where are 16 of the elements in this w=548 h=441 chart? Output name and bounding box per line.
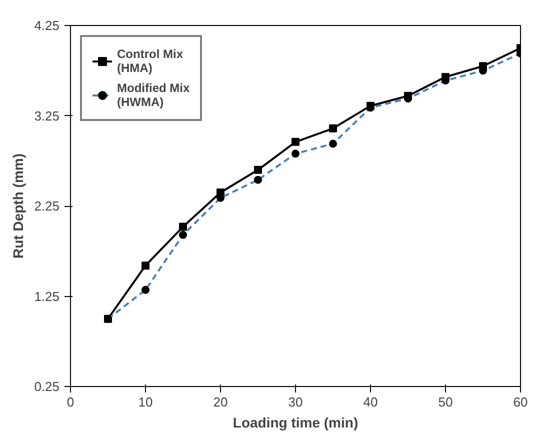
y-tick-label: 1.25 — [34, 288, 60, 304]
y-tick-label: 3.25 — [34, 108, 60, 124]
x-tick-label: 0 — [66, 394, 74, 410]
x-tick-label: 60 — [513, 394, 528, 410]
x-tick-label: 50 — [438, 394, 453, 410]
y-tick-label: 2.25 — [34, 198, 60, 214]
x-tick-label: 20 — [213, 394, 228, 410]
x-tick-label: 40 — [363, 394, 378, 410]
y-axis-title: Rut Depth (mm) — [10, 153, 26, 258]
legend-label: Control Mix (HMA) — [117, 47, 183, 75]
legend-label: Modified Mix (HWMA) — [117, 81, 190, 109]
x-tick-label: 10 — [138, 394, 153, 410]
y-tick-label: 0.25 — [34, 379, 60, 394]
x-tick-label: 30 — [288, 394, 303, 410]
x-axis-title: Loading time (min) — [232, 414, 358, 430]
y-tick-label: 4.25 — [34, 18, 60, 33]
